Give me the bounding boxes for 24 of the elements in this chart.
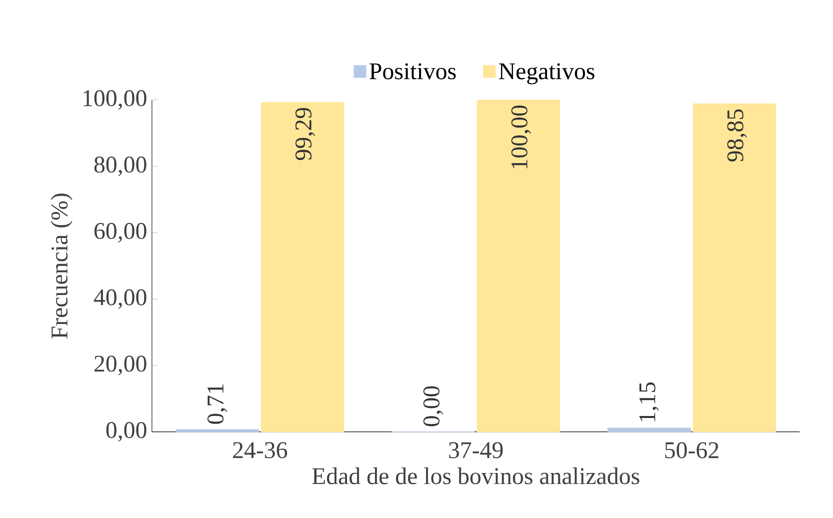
data-label: 100,00	[511, 105, 531, 168]
data-label: 1,15	[639, 382, 659, 421]
y-tick-label: 60,00	[94, 222, 146, 242]
y-tick-label: 100,00	[84, 90, 146, 110]
bar	[608, 428, 691, 432]
bar	[476, 99, 560, 432]
y-tick-label: 0,00	[106, 422, 146, 442]
bar	[176, 428, 259, 432]
bar	[692, 103, 776, 432]
x-tick-label: 50-62	[665, 442, 718, 458]
data-label: 98,85	[727, 109, 747, 162]
legend-label: Positivos	[370, 63, 456, 80]
y-axis-title: Frecuencia (%)	[50, 193, 72, 338]
y-tick-label: 80,00	[94, 156, 146, 176]
x-tick-label: 37-49	[449, 442, 503, 458]
bar	[260, 102, 344, 432]
data-label: 0,71	[207, 384, 228, 424]
x-axis-title: Edad de de los bovinos analizados	[312, 467, 640, 484]
legend-label: Negativos	[499, 63, 594, 84]
data-label: 99,29	[295, 108, 315, 160]
x-tick-label: 24-36	[233, 442, 288, 458]
y-tick-label: 40,00	[94, 289, 146, 309]
data-label: 0,00	[423, 386, 443, 426]
y-tick-label: 20,00	[94, 355, 146, 376]
